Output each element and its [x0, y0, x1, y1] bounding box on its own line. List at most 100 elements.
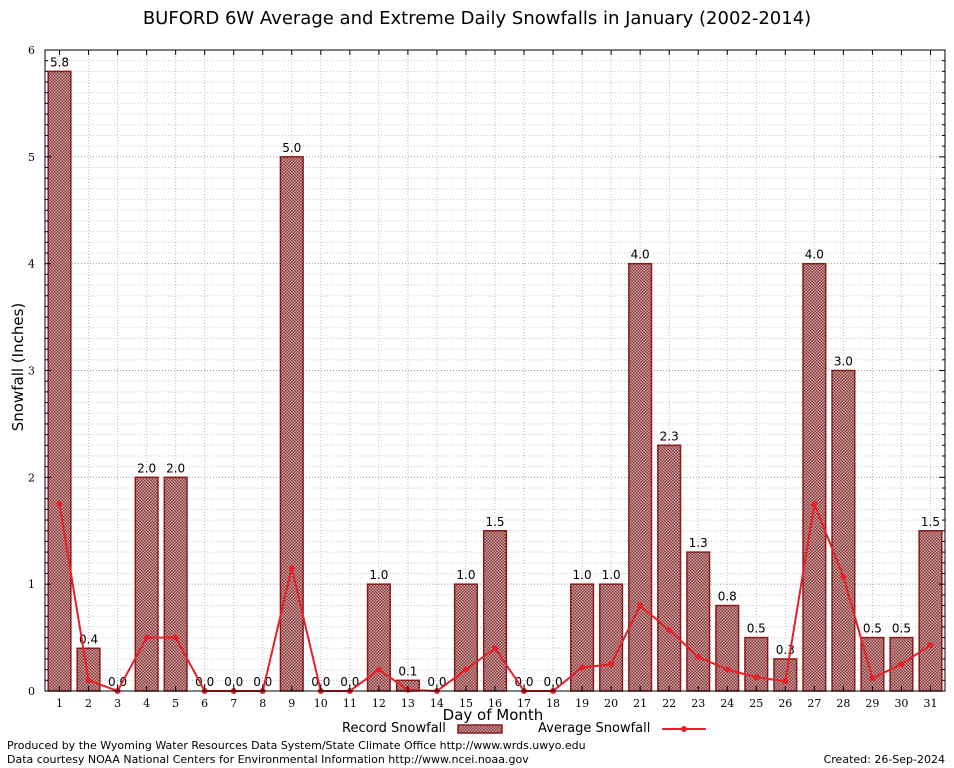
x-tick-label: 29 — [865, 697, 879, 710]
bar-value-label: 0.0 — [544, 675, 563, 689]
average-point — [927, 642, 934, 649]
average-point — [608, 661, 615, 668]
record-bar — [686, 551, 711, 692]
bar-value-label: 0.8 — [718, 590, 737, 604]
x-tick-label: 12 — [372, 697, 386, 710]
x-tick-label: 3 — [114, 697, 121, 710]
bar-value-label: 5.8 — [50, 55, 69, 69]
record-bars: 5.8 0.4 0.0 2.0 2.0 0.0 0.0 0.0 5.0 0.0 0.0 1.0 0.1 0… — [47, 55, 943, 692]
average-point — [56, 501, 63, 508]
x-tick-label: 24 — [720, 697, 734, 710]
x-tick-label: 21 — [633, 697, 647, 710]
average-point — [666, 627, 673, 634]
legend-record-label: Record Snowfall — [342, 721, 446, 736]
record-bar — [134, 476, 159, 692]
average-point — [869, 675, 876, 682]
average-point — [753, 674, 760, 681]
legend-average-label: Average Snowfall — [538, 721, 651, 736]
bar-value-label: 1.3 — [689, 536, 708, 550]
bar-value-label: 0.4 — [79, 632, 98, 646]
bar-value-label: 0.0 — [108, 675, 127, 689]
average-point — [782, 678, 789, 685]
bar-value-label: 2.0 — [166, 461, 185, 475]
record-bar — [744, 636, 769, 692]
average-point — [724, 666, 731, 673]
x-tick-label: 16 — [488, 697, 502, 710]
y-tick-label: 6 — [28, 44, 35, 57]
bar-value-label: 4.0 — [805, 248, 824, 262]
x-tick-label: 9 — [288, 697, 295, 710]
record-bar — [918, 530, 943, 692]
y-tick-label: 3 — [28, 365, 35, 378]
x-tick-label: 19 — [575, 697, 589, 710]
record-bar — [802, 262, 827, 692]
bar-value-label: 0.1 — [398, 664, 417, 678]
x-tick-label: 1 — [56, 697, 63, 710]
y-tick-label: 0 — [28, 685, 35, 698]
bar-value-label: 1.5 — [485, 515, 504, 529]
x-tick-label: 20 — [604, 697, 618, 710]
bar-value-label: 1.0 — [573, 568, 592, 582]
bar-value-label: 2.3 — [660, 429, 679, 443]
x-tick-label: 26 — [778, 697, 792, 710]
bar-value-label: 4.0 — [631, 248, 650, 262]
bar-value-label: 0.0 — [195, 675, 214, 689]
bar-value-label: 1.5 — [921, 515, 940, 529]
x-tick-label: 5 — [172, 697, 179, 710]
x-tick-label: 4 — [143, 697, 150, 710]
average-point — [288, 565, 295, 572]
x-tick-label: 30 — [894, 697, 908, 710]
x-tick-label: 2 — [85, 697, 92, 710]
record-bar — [628, 262, 653, 692]
bar-value-label: 1.0 — [456, 568, 475, 582]
x-tick-label: 25 — [749, 697, 763, 710]
average-point — [462, 666, 469, 673]
x-tick-label: 14 — [430, 697, 444, 710]
record-bar — [482, 530, 508, 692]
x-tick-label: 10 — [314, 697, 328, 710]
average-point — [898, 661, 905, 668]
bar-value-label: 0.0 — [427, 675, 446, 689]
average-line — [56, 500, 934, 694]
record-bar — [715, 604, 740, 692]
x-tick-label: 15 — [459, 697, 473, 710]
record-bar — [831, 369, 856, 692]
chart-title: BUFORD 6W Average and Extreme Daily Snow… — [142, 8, 812, 29]
y-tick-label: 5 — [28, 151, 35, 164]
average-point — [492, 645, 498, 652]
bar-value-label: 0.0 — [224, 675, 243, 689]
x-tick-label: 7 — [230, 697, 237, 710]
x-tick-label: 22 — [662, 697, 676, 710]
x-tick-label: 8 — [259, 697, 266, 710]
x-tick-label: 6 — [201, 697, 208, 710]
record-bar — [860, 636, 885, 692]
average-point — [172, 634, 179, 641]
record-bar — [279, 156, 304, 692]
x-tick-label: 11 — [343, 697, 357, 710]
average-point — [811, 501, 818, 508]
x-tick-label: 23 — [691, 697, 705, 710]
bar-value-label: 0.0 — [253, 675, 272, 689]
legend-record-swatch — [457, 724, 503, 734]
x-tick-label: 27 — [807, 697, 821, 710]
y-tick-label: 4 — [28, 258, 35, 271]
x-tick-label: 31 — [923, 697, 937, 710]
bar-value-label: 1.0 — [602, 568, 621, 582]
average-point — [637, 602, 644, 609]
bar-value-label: 1.0 — [369, 568, 388, 582]
bar-value-label: 0.0 — [311, 675, 330, 689]
average-point — [695, 653, 702, 660]
record-bar — [47, 70, 72, 692]
bar-value-label: 0.0 — [340, 675, 359, 689]
footer-data-courtesy: Data courtesy NOAA National Centers for … — [7, 753, 529, 766]
bar-value-label: 2.0 — [137, 461, 156, 475]
record-bar — [76, 647, 101, 692]
footer-created: Created: 26-Sep-2024 — [823, 753, 945, 766]
record-bar — [599, 583, 624, 692]
bar-value-label: 0.5 — [892, 622, 911, 636]
average-point — [85, 677, 92, 684]
bar-value-label: 3.0 — [834, 355, 853, 369]
legend-average-marker — [681, 726, 687, 732]
